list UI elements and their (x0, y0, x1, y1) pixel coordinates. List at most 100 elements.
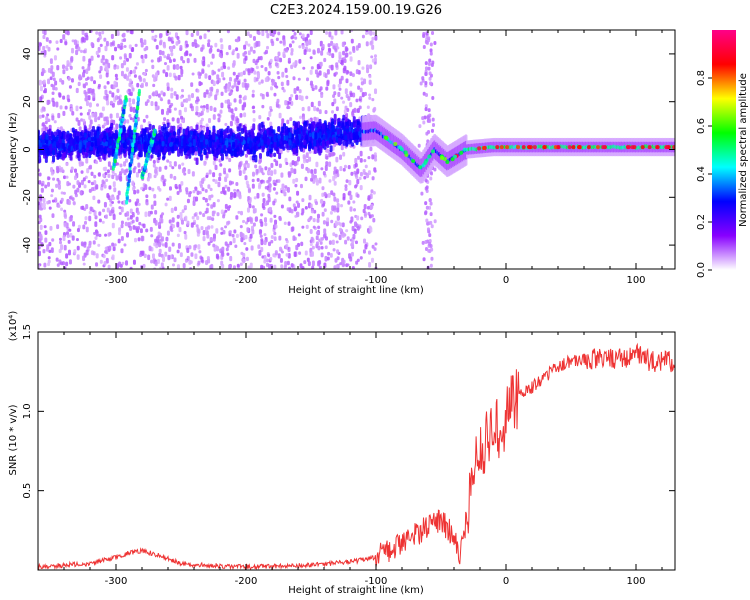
spectrogram-cell (246, 207, 250, 213)
spectrogram-cell (253, 145, 257, 151)
spectrogram-cell (303, 49, 307, 55)
spectrogram-cell (104, 250, 108, 254)
spectrogram-cell (166, 197, 170, 201)
spectrogram-cell (267, 253, 271, 258)
spectrogram-cell (224, 122, 228, 126)
spectrogram-cell (369, 226, 373, 233)
spectrogram-cell (184, 107, 188, 113)
spectrogram-cell (260, 264, 264, 269)
spectrogram-cell (185, 43, 189, 48)
spectrogram-cell (95, 160, 99, 165)
spectrogram-cell (260, 79, 264, 84)
spectrogram-cell (98, 31, 102, 36)
spectrogram-cell (109, 100, 113, 105)
spectrogram-cell (349, 206, 353, 212)
spectrogram-cell (244, 55, 248, 61)
spectrogram-cell (206, 202, 210, 207)
spectrogram-cell (117, 238, 121, 244)
spectrogram-cell (70, 56, 74, 62)
spectrogram-cell (273, 182, 277, 186)
spectrogram-cell (342, 126, 346, 132)
spectrogram-cell (248, 203, 252, 209)
spectrogram-cell (188, 142, 192, 147)
spectrogram-cell (268, 206, 272, 213)
spectrogram-cell (95, 230, 99, 237)
spectrogram-cell (120, 223, 124, 229)
spectrogram-cell (132, 69, 136, 74)
spectrogram-cell (324, 165, 328, 171)
spectrogram-cell (173, 144, 177, 152)
spectrogram-cell (341, 41, 345, 48)
spectrogram-cell (172, 45, 176, 50)
spectrogram-cell (226, 30, 230, 34)
spectrogram-cell (143, 72, 147, 76)
spectrogram-cell (264, 202, 268, 206)
spectrogram-cell (123, 53, 127, 58)
spectrogram-cell (38, 168, 41, 173)
spectrogram-cell (253, 208, 257, 214)
spectrogram-cell (427, 36, 431, 41)
spectrogram-cell (429, 51, 433, 56)
spectrogram-cell (176, 214, 180, 219)
spectrogram-cell (137, 168, 141, 174)
spectrogram-cell (150, 101, 154, 107)
spectrogram-cell (211, 53, 215, 59)
spectrogram-cell (244, 153, 248, 158)
spectrogram-cell (60, 191, 64, 195)
spectrogram-cell (321, 186, 325, 191)
spectrogram-cell (425, 205, 429, 210)
spectrogram-cell (48, 249, 52, 254)
spectrogram-cell (62, 95, 66, 100)
spectrogram-cell (78, 161, 82, 167)
spectrogram-cell (210, 86, 214, 92)
spectrogram-cell (164, 165, 168, 170)
spectrogram-cell (336, 198, 340, 203)
spectrogram-cell (320, 50, 324, 56)
spectrogram-cell (224, 241, 228, 246)
spectrogram-cell (428, 118, 432, 123)
spectrogram-cell (209, 45, 213, 49)
spectrogram-cell (157, 93, 161, 98)
spectrogram-cell (373, 61, 377, 65)
spectrogram-cell (294, 121, 298, 128)
spectrogram-cell (143, 135, 147, 141)
spectrogram-cell (120, 168, 124, 174)
spectrogram-cell (55, 40, 59, 45)
spectrogram-cell (335, 264, 339, 269)
spectrogram-cell (240, 127, 244, 135)
spectrogram-cell (299, 140, 303, 147)
spectrogram-cell (344, 187, 348, 192)
spectrogram-cell (63, 131, 67, 140)
spectrogram-cell (120, 70, 124, 77)
spectrogram-cell (84, 81, 88, 86)
spectrogram-cell (180, 68, 184, 75)
spectrogram-cell (88, 87, 92, 94)
spectrogram-cell (310, 66, 314, 70)
spectrogram-cell (166, 82, 170, 88)
spectrogram-cell (265, 30, 269, 34)
spectrogram-cell (196, 227, 200, 233)
spectrogram-cell (300, 212, 304, 216)
spectrogram-cell (79, 49, 83, 54)
spectrogram-cell (359, 185, 363, 191)
spectrogram-cell (346, 70, 350, 74)
spectrogram-cell (320, 246, 324, 250)
spectrogram-cell (288, 196, 292, 202)
spectrogram-cell (252, 49, 256, 54)
spectrogram-cell (239, 147, 243, 155)
spectrogram-cell (115, 175, 119, 181)
spectrogram-cell (305, 159, 309, 164)
spectrogram-cell (113, 133, 117, 138)
spectrogram-cell (332, 152, 336, 156)
spectrogram-cell (190, 252, 194, 257)
spectrogram-cell (76, 180, 80, 186)
spectrogram-cell (236, 126, 240, 132)
spectrogram-cell (182, 59, 186, 64)
spectrogram-cell (93, 231, 97, 235)
spectrogram-cell (54, 136, 58, 142)
spectrogram-cell (359, 95, 363, 100)
spectrogram-cell (131, 87, 135, 91)
spectrogram-cell (84, 97, 88, 102)
spectrogram-cell (103, 95, 107, 100)
spectrogram-cell (315, 235, 319, 241)
